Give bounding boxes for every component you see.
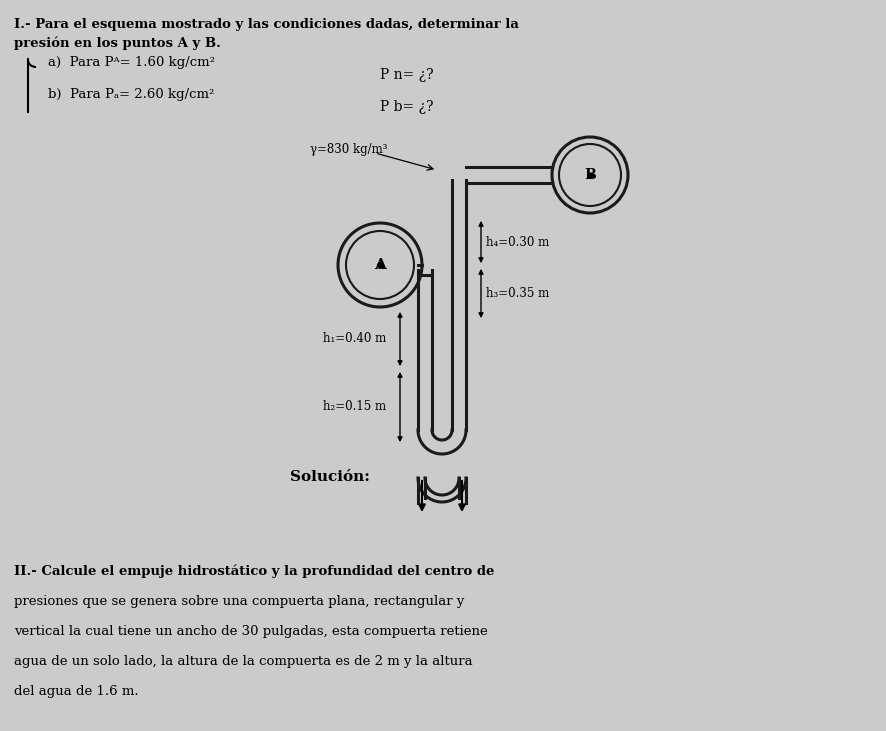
Text: presión en los puntos A y B.: presión en los puntos A y B. — [14, 36, 221, 50]
Text: I.- Para el esquema mostrado y las condiciones dadas, determinar la: I.- Para el esquema mostrado y las condi… — [14, 18, 518, 31]
Text: h₃=0.35 m: h₃=0.35 m — [486, 287, 548, 300]
Text: P b= ¿?: P b= ¿? — [379, 100, 433, 114]
Text: h₂=0.15 m: h₂=0.15 m — [323, 401, 385, 414]
Text: A: A — [374, 258, 385, 272]
Text: h₁=0.40 m: h₁=0.40 m — [323, 333, 385, 346]
Text: γ=830 kg/m³: γ=830 kg/m³ — [309, 143, 387, 156]
Text: agua de un solo lado, la altura de la compuerta es de 2 m y la altura: agua de un solo lado, la altura de la co… — [14, 655, 472, 668]
Text: vertical la cual tiene un ancho de 30 pulgadas, esta compuerta retiene: vertical la cual tiene un ancho de 30 pu… — [14, 625, 487, 638]
Text: Solución:: Solución: — [290, 470, 369, 484]
Text: h₄=0.30 m: h₄=0.30 m — [486, 235, 548, 249]
Text: B: B — [584, 168, 595, 182]
Text: II.- Calcule el empuje hidrostático y la profundidad del centro de: II.- Calcule el empuje hidrostático y la… — [14, 565, 494, 578]
Text: P n= ¿?: P n= ¿? — [379, 68, 433, 82]
Text: presiones que se genera sobre una compuerta plana, rectangular y: presiones que se genera sobre una compue… — [14, 595, 464, 608]
Text: b)  Para Pₐ= 2.60 kg/cm²: b) Para Pₐ= 2.60 kg/cm² — [48, 88, 214, 101]
Text: a)  Para Pᴬ= 1.60 kg/cm²: a) Para Pᴬ= 1.60 kg/cm² — [48, 56, 214, 69]
Text: del agua de 1.6 m.: del agua de 1.6 m. — [14, 685, 138, 698]
